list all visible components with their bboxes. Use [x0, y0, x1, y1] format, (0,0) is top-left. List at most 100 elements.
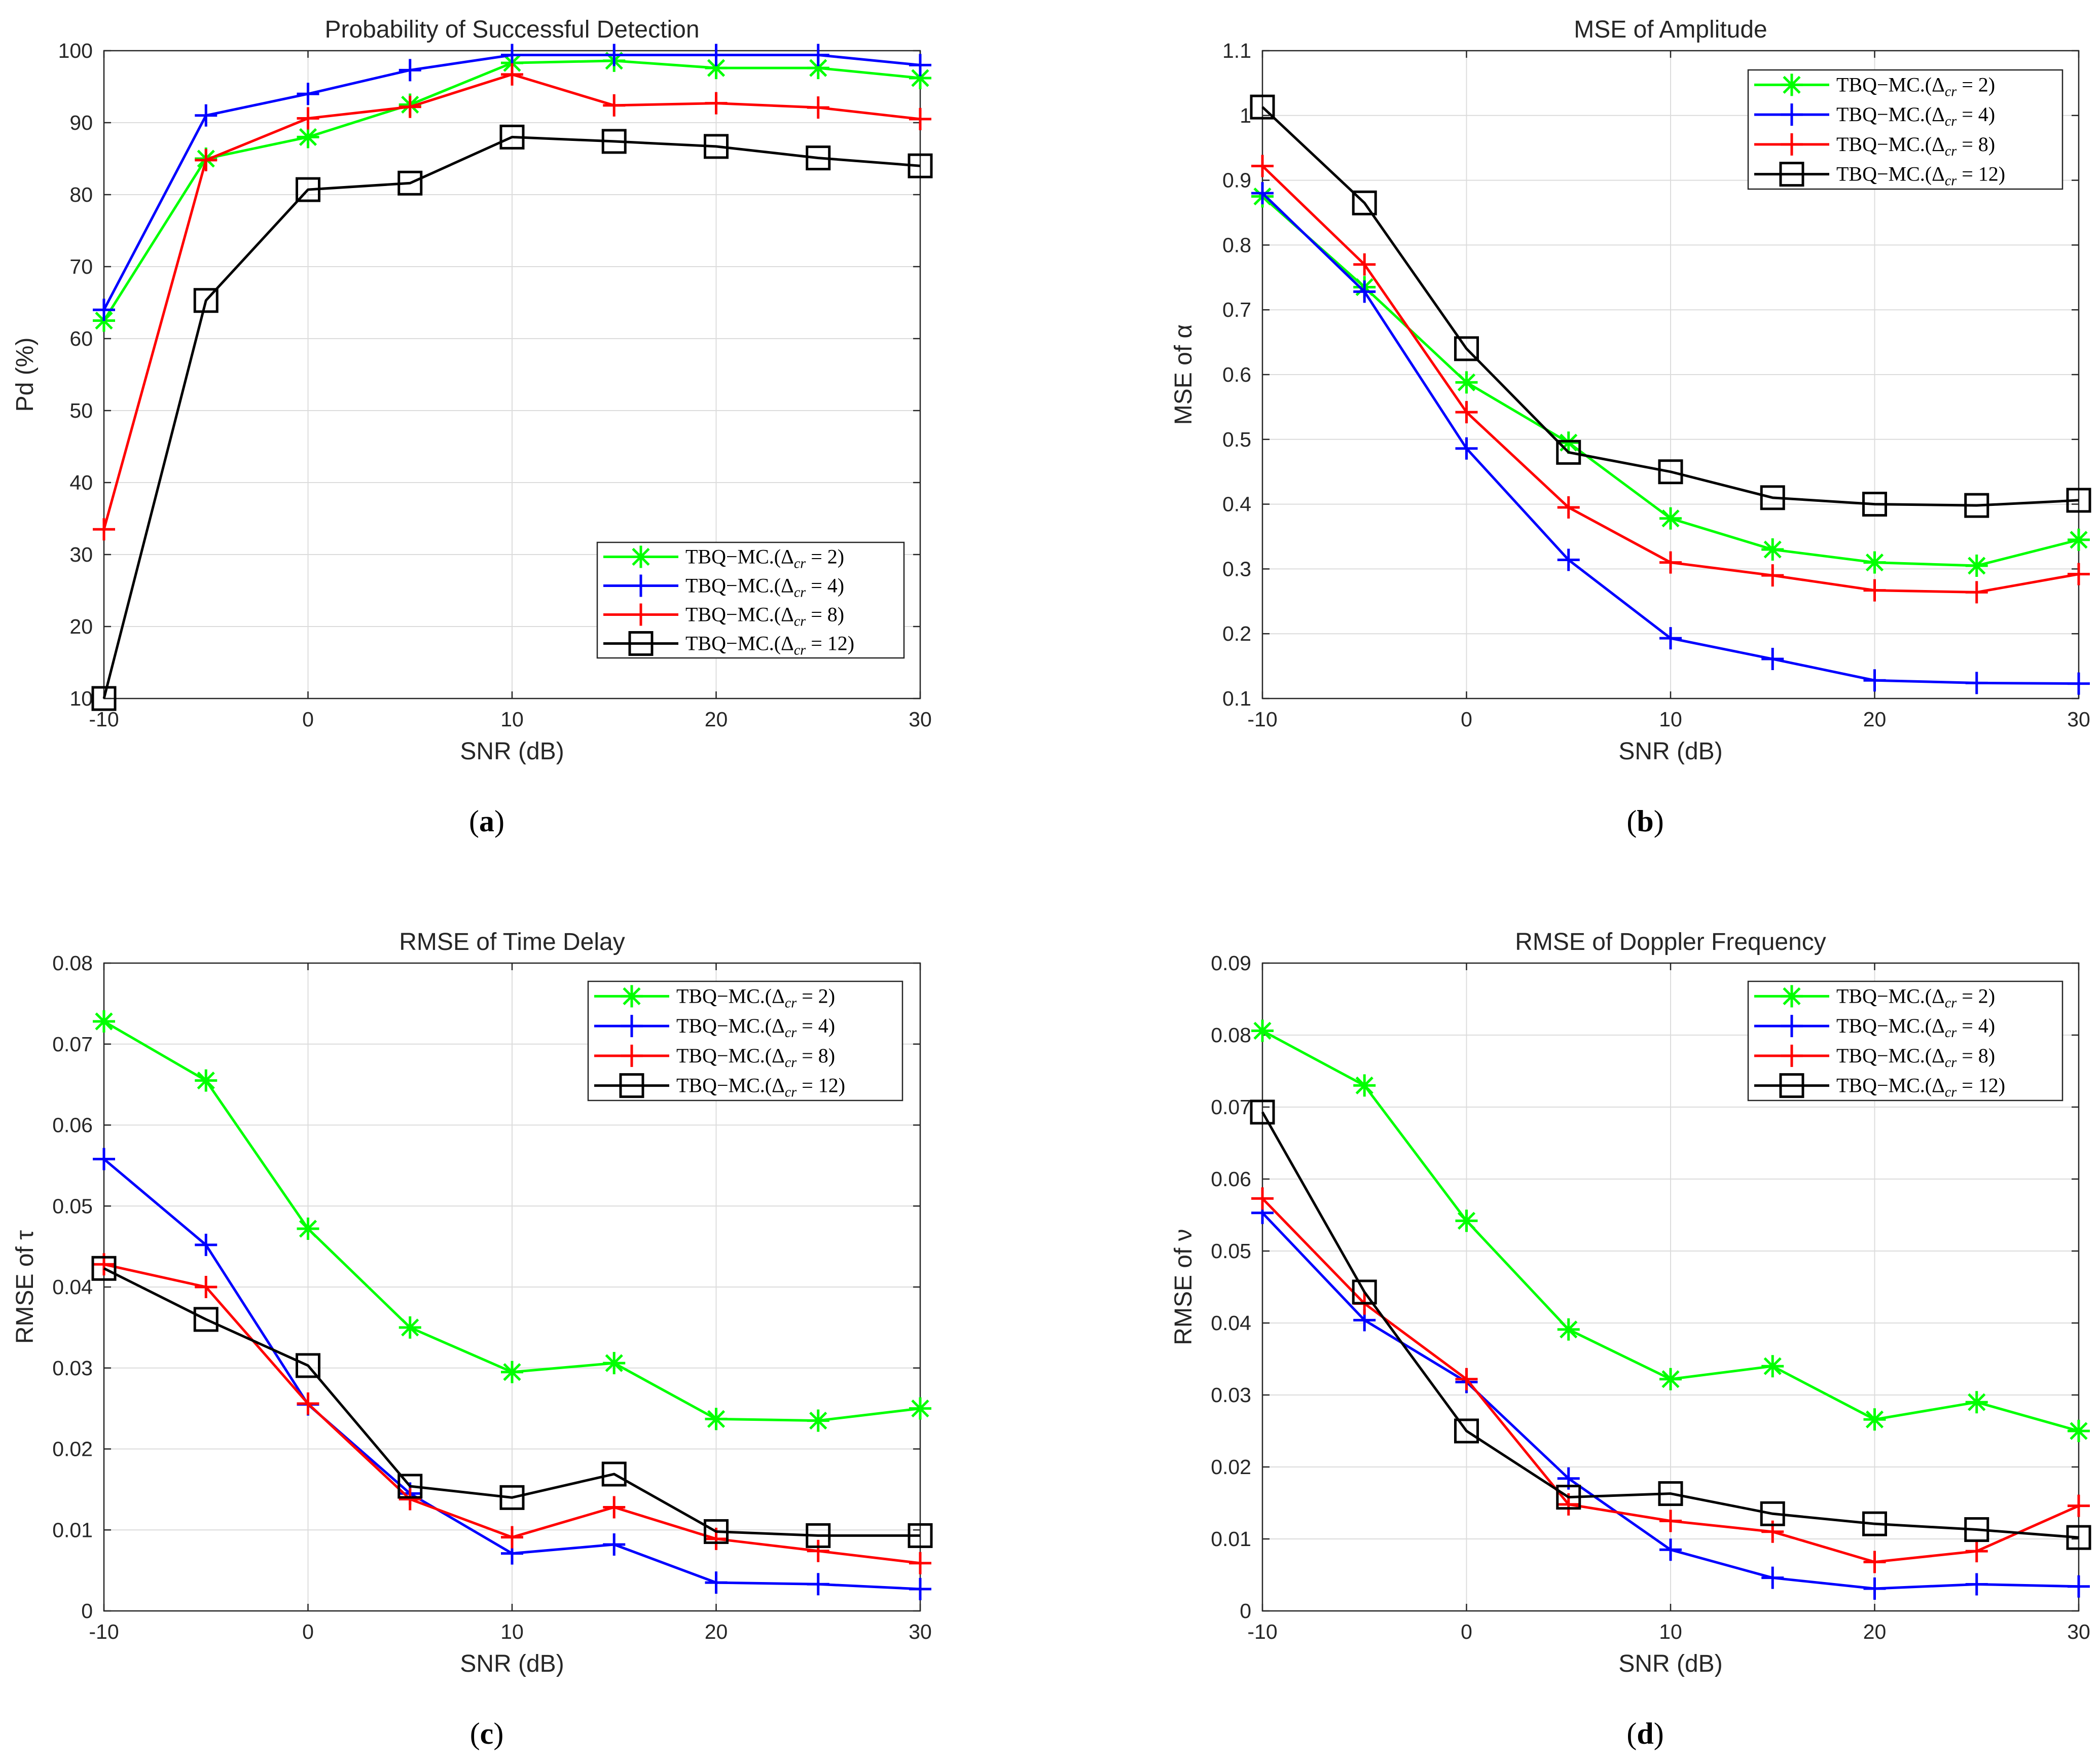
legend-label-subscript: cr: [794, 556, 806, 572]
panel-caption: (d): [1626, 1717, 1663, 1750]
data-point-marker: [909, 107, 931, 130]
x-tick-label: 30: [909, 708, 932, 731]
data-point-marker: [93, 1010, 115, 1033]
data-point-marker: [1455, 437, 1478, 460]
y-tick-label: 0.01: [52, 1518, 93, 1541]
y-tick-label: 0.05: [1211, 1239, 1251, 1263]
y-tick-label: 0.06: [1211, 1167, 1251, 1191]
data-point-marker: [1454, 1418, 1479, 1444]
data-point-marker: [1557, 548, 1580, 571]
data-point-marker: [91, 686, 117, 711]
x-tick-label: 20: [1863, 708, 1887, 731]
legend-box: [1747, 69, 2063, 190]
data-point-marker: [603, 94, 626, 117]
series-2: [93, 44, 931, 321]
x-tick-label: 0: [302, 708, 314, 731]
data-point-marker: [1761, 1566, 1784, 1589]
x-axis-label: SNR (dB): [460, 1650, 564, 1677]
legend-marker: [630, 603, 652, 626]
data-point-marker: [1556, 1485, 1581, 1510]
legend-label-subscript: cr: [1945, 84, 1957, 99]
data-point-marker: [1557, 1318, 1580, 1341]
legend-label: TBQ−MC.(Δcr = 8): [1836, 1044, 1995, 1071]
y-tick-label: 0.09: [1211, 951, 1251, 975]
data-point-marker: [603, 1352, 626, 1375]
data-point-marker: [1454, 336, 1479, 361]
y-tick-label: 0.1: [1222, 687, 1251, 710]
legend-label-subscript: cr: [785, 1025, 796, 1041]
legend-label-tail: = 8): [806, 603, 844, 626]
y-tick-label: 70: [69, 255, 93, 278]
data-point-marker: [195, 104, 218, 127]
data-point-marker: [1761, 648, 1784, 671]
y-tick-label: 60: [69, 327, 93, 350]
legend-label: TBQ−MC.(Δcr = 2): [685, 545, 844, 572]
y-tick-label: 0.02: [52, 1438, 93, 1461]
y-tick-label: 0.02: [1211, 1455, 1251, 1479]
legend-label-subscript: cr: [1945, 1025, 1957, 1041]
legend-label: TBQ−MC.(Δcr = 4): [1836, 103, 1995, 129]
data-point-marker: [1353, 253, 1376, 276]
legend-label-tail: = 8): [1957, 1044, 1995, 1067]
legend-label: TBQ−MC.(Δcr = 8): [685, 603, 844, 630]
x-tick-label: 0: [1461, 708, 1472, 731]
data-point-marker: [806, 145, 831, 171]
y-axis-label: Pd (%): [12, 338, 39, 412]
x-tick-label: -10: [89, 708, 119, 731]
data-point-marker: [1556, 439, 1581, 465]
series-1: [1251, 1019, 2090, 1442]
legend: TBQ−MC.(Δcr = 2)TBQ−MC.(Δcr = 4)TBQ−MC.(…: [1747, 69, 2063, 190]
series-4: [91, 124, 933, 711]
legend-marker: [628, 631, 654, 656]
data-point-marker: [1352, 1279, 1377, 1305]
data-point-marker: [1965, 672, 1988, 694]
legend-label-tail: = 2): [1957, 984, 1995, 1007]
x-tick-label: 20: [705, 708, 728, 731]
data-point-marker: [501, 1361, 523, 1383]
data-point-marker: [1251, 1187, 1274, 1210]
data-point-marker: [399, 1316, 421, 1339]
legend-box: [1747, 980, 2063, 1101]
y-tick-label: 90: [69, 111, 93, 134]
legend-label-tail: = 4): [796, 1014, 835, 1037]
data-point-marker: [297, 83, 319, 105]
data-point-marker: [1965, 1540, 1988, 1563]
data-point-marker: [93, 518, 115, 541]
data-point-marker: [1557, 431, 1580, 454]
data-point-marker: [603, 1533, 626, 1556]
legend-label: TBQ−MC.(Δcr = 8): [1836, 133, 1995, 159]
data-point-marker: [93, 1148, 115, 1170]
y-tick-label: 10: [69, 687, 93, 710]
data-point-marker: [297, 1217, 319, 1240]
data-point-marker: [705, 44, 728, 66]
series-4: [91, 1256, 933, 1548]
data-point-marker: [807, 1539, 829, 1562]
data-point-marker: [1455, 1209, 1478, 1232]
legend: TBQ−MC.(Δcr = 2)TBQ−MC.(Δcr = 4)TBQ−MC.(…: [596, 541, 905, 659]
legend-label-tail: = 8): [1957, 133, 1995, 156]
series-4: [1250, 1099, 2091, 1550]
data-point-marker: [807, 1573, 829, 1596]
data-point-marker: [501, 63, 523, 86]
data-point-marker: [1251, 1019, 1274, 1042]
data-point-marker: [1658, 1481, 1683, 1506]
data-point-marker: [499, 1485, 525, 1510]
legend-label: TBQ−MC.(Δcr = 4): [685, 574, 844, 601]
data-point-marker: [807, 1409, 829, 1432]
data-point-marker: [195, 149, 218, 171]
chart-title: MSE of Amplitude: [1574, 16, 1767, 43]
panel-caption-letter: c: [480, 1717, 494, 1750]
data-point-marker: [193, 288, 219, 313]
data-point-marker: [1353, 280, 1376, 303]
data-point-marker: [195, 1069, 218, 1092]
legend-marker: [621, 1044, 643, 1067]
data-point-marker: [193, 1307, 219, 1332]
x-tick-label: -10: [89, 1620, 119, 1643]
legend-label-tail: = 12): [1957, 163, 2005, 186]
data-point-marker: [1965, 1573, 1988, 1596]
chart-panel-a: -10 0 10 20 30 10 20 30 40 50 60 70 80 90 100 Probabili…: [12, 16, 933, 838]
data-point-marker: [1659, 1368, 1682, 1390]
series-1: [93, 1010, 931, 1432]
data-point-marker: [1353, 1074, 1376, 1097]
legend-label-tail: = 12): [796, 1074, 845, 1097]
